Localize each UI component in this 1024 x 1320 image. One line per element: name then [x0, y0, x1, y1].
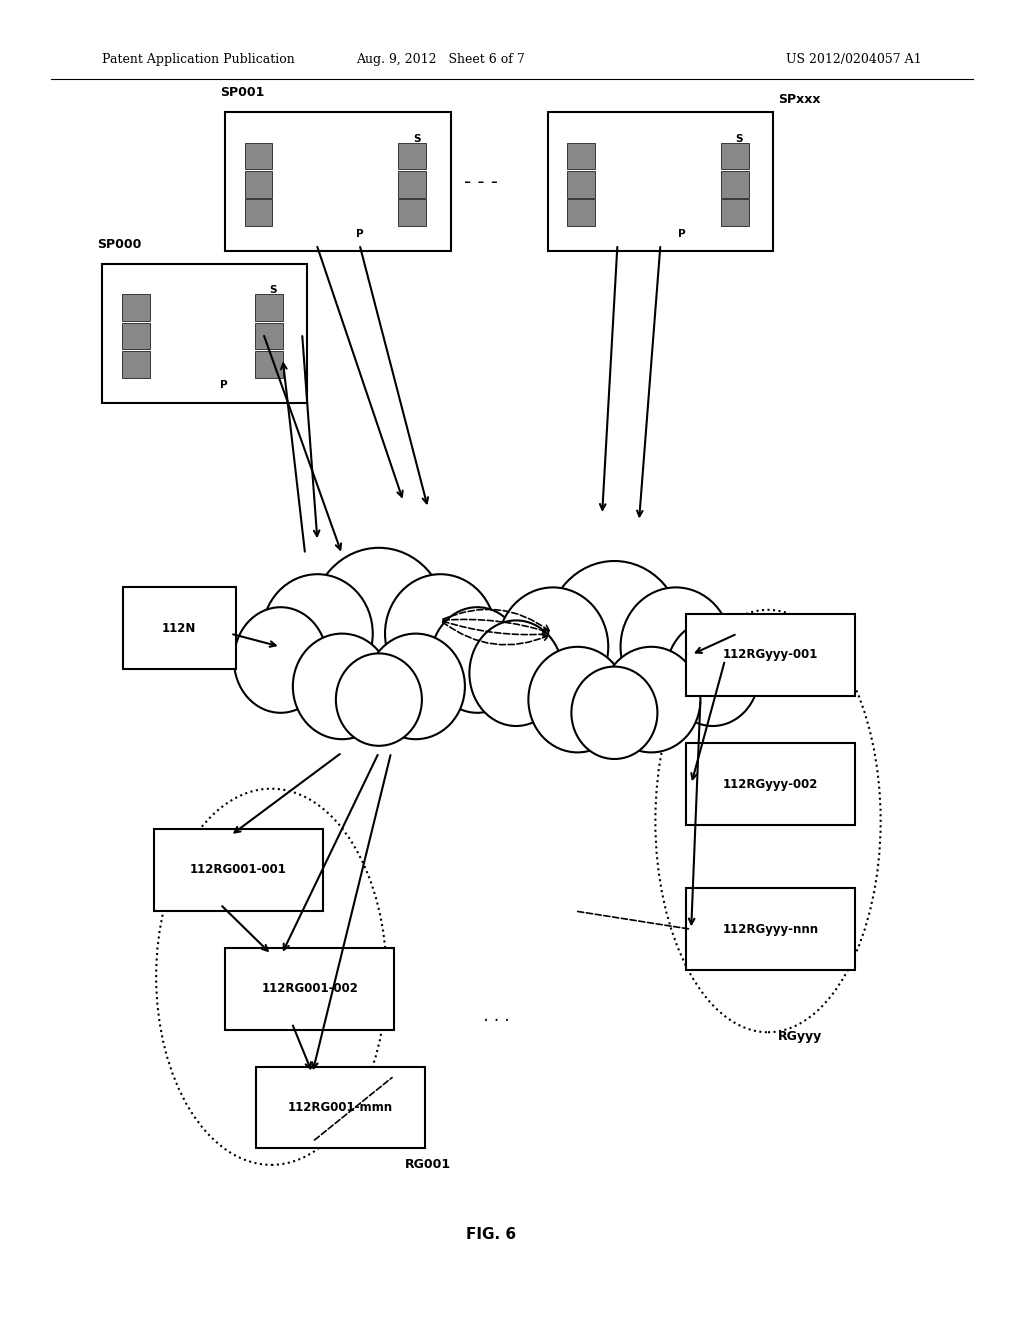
FancyBboxPatch shape [123, 587, 236, 669]
Text: US 2012/0204057 A1: US 2012/0204057 A1 [786, 53, 922, 66]
FancyBboxPatch shape [255, 294, 283, 321]
FancyBboxPatch shape [225, 948, 394, 1030]
Text: 112RG001-mmn: 112RG001-mmn [288, 1101, 393, 1114]
FancyBboxPatch shape [245, 143, 272, 169]
FancyBboxPatch shape [122, 322, 150, 350]
Text: Patent Application Publication: Patent Application Publication [102, 53, 295, 66]
Text: 112N: 112N [162, 622, 197, 635]
FancyBboxPatch shape [245, 199, 272, 226]
Ellipse shape [233, 607, 328, 713]
FancyBboxPatch shape [567, 170, 595, 198]
FancyBboxPatch shape [721, 170, 749, 198]
FancyBboxPatch shape [398, 143, 426, 169]
Text: SP000: SP000 [97, 238, 141, 251]
FancyBboxPatch shape [255, 322, 283, 350]
Text: P: P [220, 380, 228, 391]
Text: - - -: - - - [464, 173, 499, 191]
Text: FIG. 6: FIG. 6 [467, 1226, 516, 1242]
FancyBboxPatch shape [567, 199, 595, 226]
Text: . . .: . . . [483, 1007, 510, 1026]
FancyBboxPatch shape [721, 143, 749, 169]
Ellipse shape [430, 607, 524, 713]
Text: RGyyy: RGyyy [778, 1030, 822, 1043]
FancyBboxPatch shape [686, 743, 855, 825]
Ellipse shape [666, 620, 760, 726]
Text: S: S [269, 285, 278, 296]
Ellipse shape [528, 647, 627, 752]
Text: 112RGyyy-001: 112RGyyy-001 [723, 648, 818, 661]
Text: S: S [413, 133, 421, 144]
Ellipse shape [336, 653, 422, 746]
Ellipse shape [547, 561, 682, 706]
Text: P: P [355, 228, 364, 239]
FancyBboxPatch shape [548, 112, 773, 251]
FancyBboxPatch shape [225, 112, 451, 251]
Text: 112RG001-001: 112RG001-001 [189, 863, 287, 876]
Ellipse shape [367, 634, 465, 739]
Text: Aug. 9, 2012   Sheet 6 of 7: Aug. 9, 2012 Sheet 6 of 7 [356, 53, 524, 66]
Text: 112RGyyy-nnn: 112RGyyy-nnn [723, 923, 818, 936]
Text: 112RG001-002: 112RG001-002 [261, 982, 358, 995]
FancyBboxPatch shape [398, 199, 426, 226]
FancyBboxPatch shape [686, 888, 855, 970]
Text: P: P [678, 228, 686, 239]
FancyBboxPatch shape [154, 829, 323, 911]
FancyBboxPatch shape [398, 170, 426, 198]
Text: S: S [735, 133, 743, 144]
FancyBboxPatch shape [256, 1067, 425, 1148]
FancyBboxPatch shape [102, 264, 307, 403]
Ellipse shape [262, 574, 373, 693]
Text: RG001: RG001 [404, 1158, 451, 1171]
FancyBboxPatch shape [122, 294, 150, 321]
Ellipse shape [571, 667, 657, 759]
FancyBboxPatch shape [245, 170, 272, 198]
Ellipse shape [498, 587, 608, 706]
FancyBboxPatch shape [721, 199, 749, 226]
FancyBboxPatch shape [567, 143, 595, 169]
Text: 112RGyyy-002: 112RGyyy-002 [723, 777, 818, 791]
FancyBboxPatch shape [122, 351, 150, 378]
FancyBboxPatch shape [255, 351, 283, 378]
Ellipse shape [385, 574, 496, 693]
Ellipse shape [311, 548, 446, 693]
Ellipse shape [469, 620, 563, 726]
Ellipse shape [293, 634, 391, 739]
Text: SPxxx: SPxxx [778, 92, 821, 106]
Ellipse shape [602, 647, 700, 752]
FancyBboxPatch shape [686, 614, 855, 696]
Text: SP001: SP001 [220, 86, 264, 99]
Ellipse shape [621, 587, 731, 706]
